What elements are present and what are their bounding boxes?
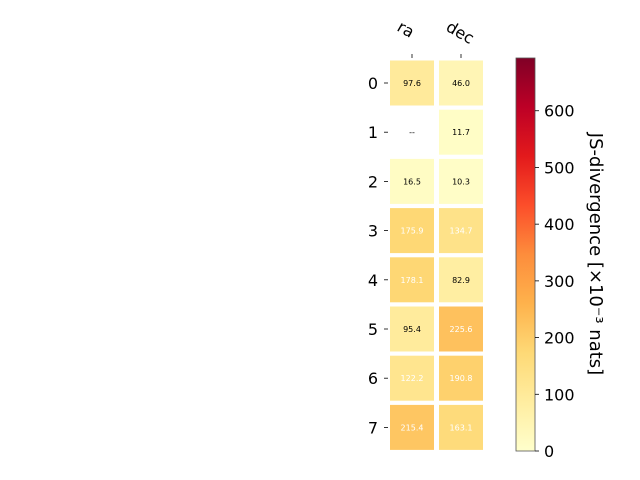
y-tick-label-1: 1 bbox=[368, 123, 378, 142]
cell-value-label-4-1: 82.9 bbox=[452, 276, 470, 285]
x-tick-label-ra: ra bbox=[394, 17, 418, 42]
y-tick-label-7: 7 bbox=[368, 418, 378, 437]
y-tick-label-6: 6 bbox=[368, 369, 378, 388]
heatmap-cell-4-1 bbox=[439, 257, 483, 303]
heatmap-cell-6-1 bbox=[439, 355, 483, 401]
y-tick-label-2: 2 bbox=[368, 172, 378, 191]
cell-value-label-0-1: 46.0 bbox=[452, 79, 470, 88]
cell-value-label-7-1: 163.1 bbox=[450, 423, 473, 432]
cell-value-label-7-0: 215.4 bbox=[401, 423, 424, 432]
heatmap-cell-2-0 bbox=[390, 158, 434, 204]
x-axis-ticks: ra dec bbox=[394, 17, 477, 58]
x-tick-label-dec: dec bbox=[443, 17, 477, 48]
colorbar-tick-label-0: 0 bbox=[544, 442, 554, 461]
cell-value-label-6-0: 122.2 bbox=[401, 374, 424, 383]
colorbar-tick-label-6: 600 bbox=[544, 102, 575, 121]
heatmap-cell-1-0 bbox=[390, 109, 434, 155]
heatmap-cell-3-1 bbox=[439, 208, 483, 254]
colorbar bbox=[515, 57, 536, 452]
heatmap-cell-5-1 bbox=[439, 306, 483, 352]
colorbar-gradient bbox=[515, 57, 536, 452]
heatmap-cell-7-1 bbox=[439, 404, 483, 450]
cell-value-label-5-1: 225.6 bbox=[450, 325, 473, 334]
colorbar-ticks: 0 100 200 300 400 500 600 bbox=[535, 102, 575, 461]
colorbar-tick-label-2: 200 bbox=[544, 329, 575, 348]
cell-value-label-2-1: 10.3 bbox=[452, 177, 470, 186]
cell-value-label-1-0: -- bbox=[409, 128, 415, 137]
cell-value-label-3-0: 175.9 bbox=[401, 227, 424, 236]
cell-value-label-5-0: 95.4 bbox=[403, 325, 421, 334]
heatmap-cells: 97.6 46.0 -- 11.7 16.5 10.3 175.9 134.7 178.1 82.… bbox=[390, 60, 483, 450]
colorbar-tick-label-4: 400 bbox=[544, 215, 575, 234]
heatmap-cell-7-0 bbox=[390, 404, 434, 450]
heatmap-cell-6-0 bbox=[390, 355, 434, 401]
heatmap-cell-5-0 bbox=[390, 306, 434, 352]
y-tick-label-4: 4 bbox=[368, 271, 378, 290]
cell-value-label-1-1: 11.7 bbox=[452, 128, 470, 137]
heatmap-cell-1-1 bbox=[439, 109, 483, 155]
y-tick-label-5: 5 bbox=[368, 320, 378, 339]
heatmap-cell-3-0 bbox=[390, 208, 434, 254]
heatmap-cell-2-1 bbox=[439, 158, 483, 204]
colorbar-tick-label-5: 500 bbox=[544, 158, 575, 177]
y-tick-label-0: 0 bbox=[368, 74, 378, 93]
y-axis-ticks: 0 1 2 3 4 5 6 7 bbox=[368, 74, 388, 437]
cell-value-label-3-1: 134.7 bbox=[450, 227, 473, 236]
cell-value-label-6-1: 190.8 bbox=[450, 374, 473, 383]
colorbar-label: JS-divergence [×10⁻³ nats] bbox=[585, 132, 606, 375]
cell-value-label-0-0: 97.6 bbox=[403, 79, 421, 88]
cell-value-label-2-0: 16.5 bbox=[403, 177, 421, 186]
heatmap-cell-4-0 bbox=[390, 257, 434, 303]
y-tick-label-3: 3 bbox=[368, 222, 378, 241]
heatmap-cell-0-1 bbox=[439, 60, 483, 106]
colorbar-tick-label-3: 300 bbox=[544, 272, 575, 291]
heatmap-cell-0-0 bbox=[390, 60, 434, 106]
colorbar-tick-label-1: 100 bbox=[544, 385, 575, 404]
cell-value-label-4-0: 178.1 bbox=[401, 276, 424, 285]
